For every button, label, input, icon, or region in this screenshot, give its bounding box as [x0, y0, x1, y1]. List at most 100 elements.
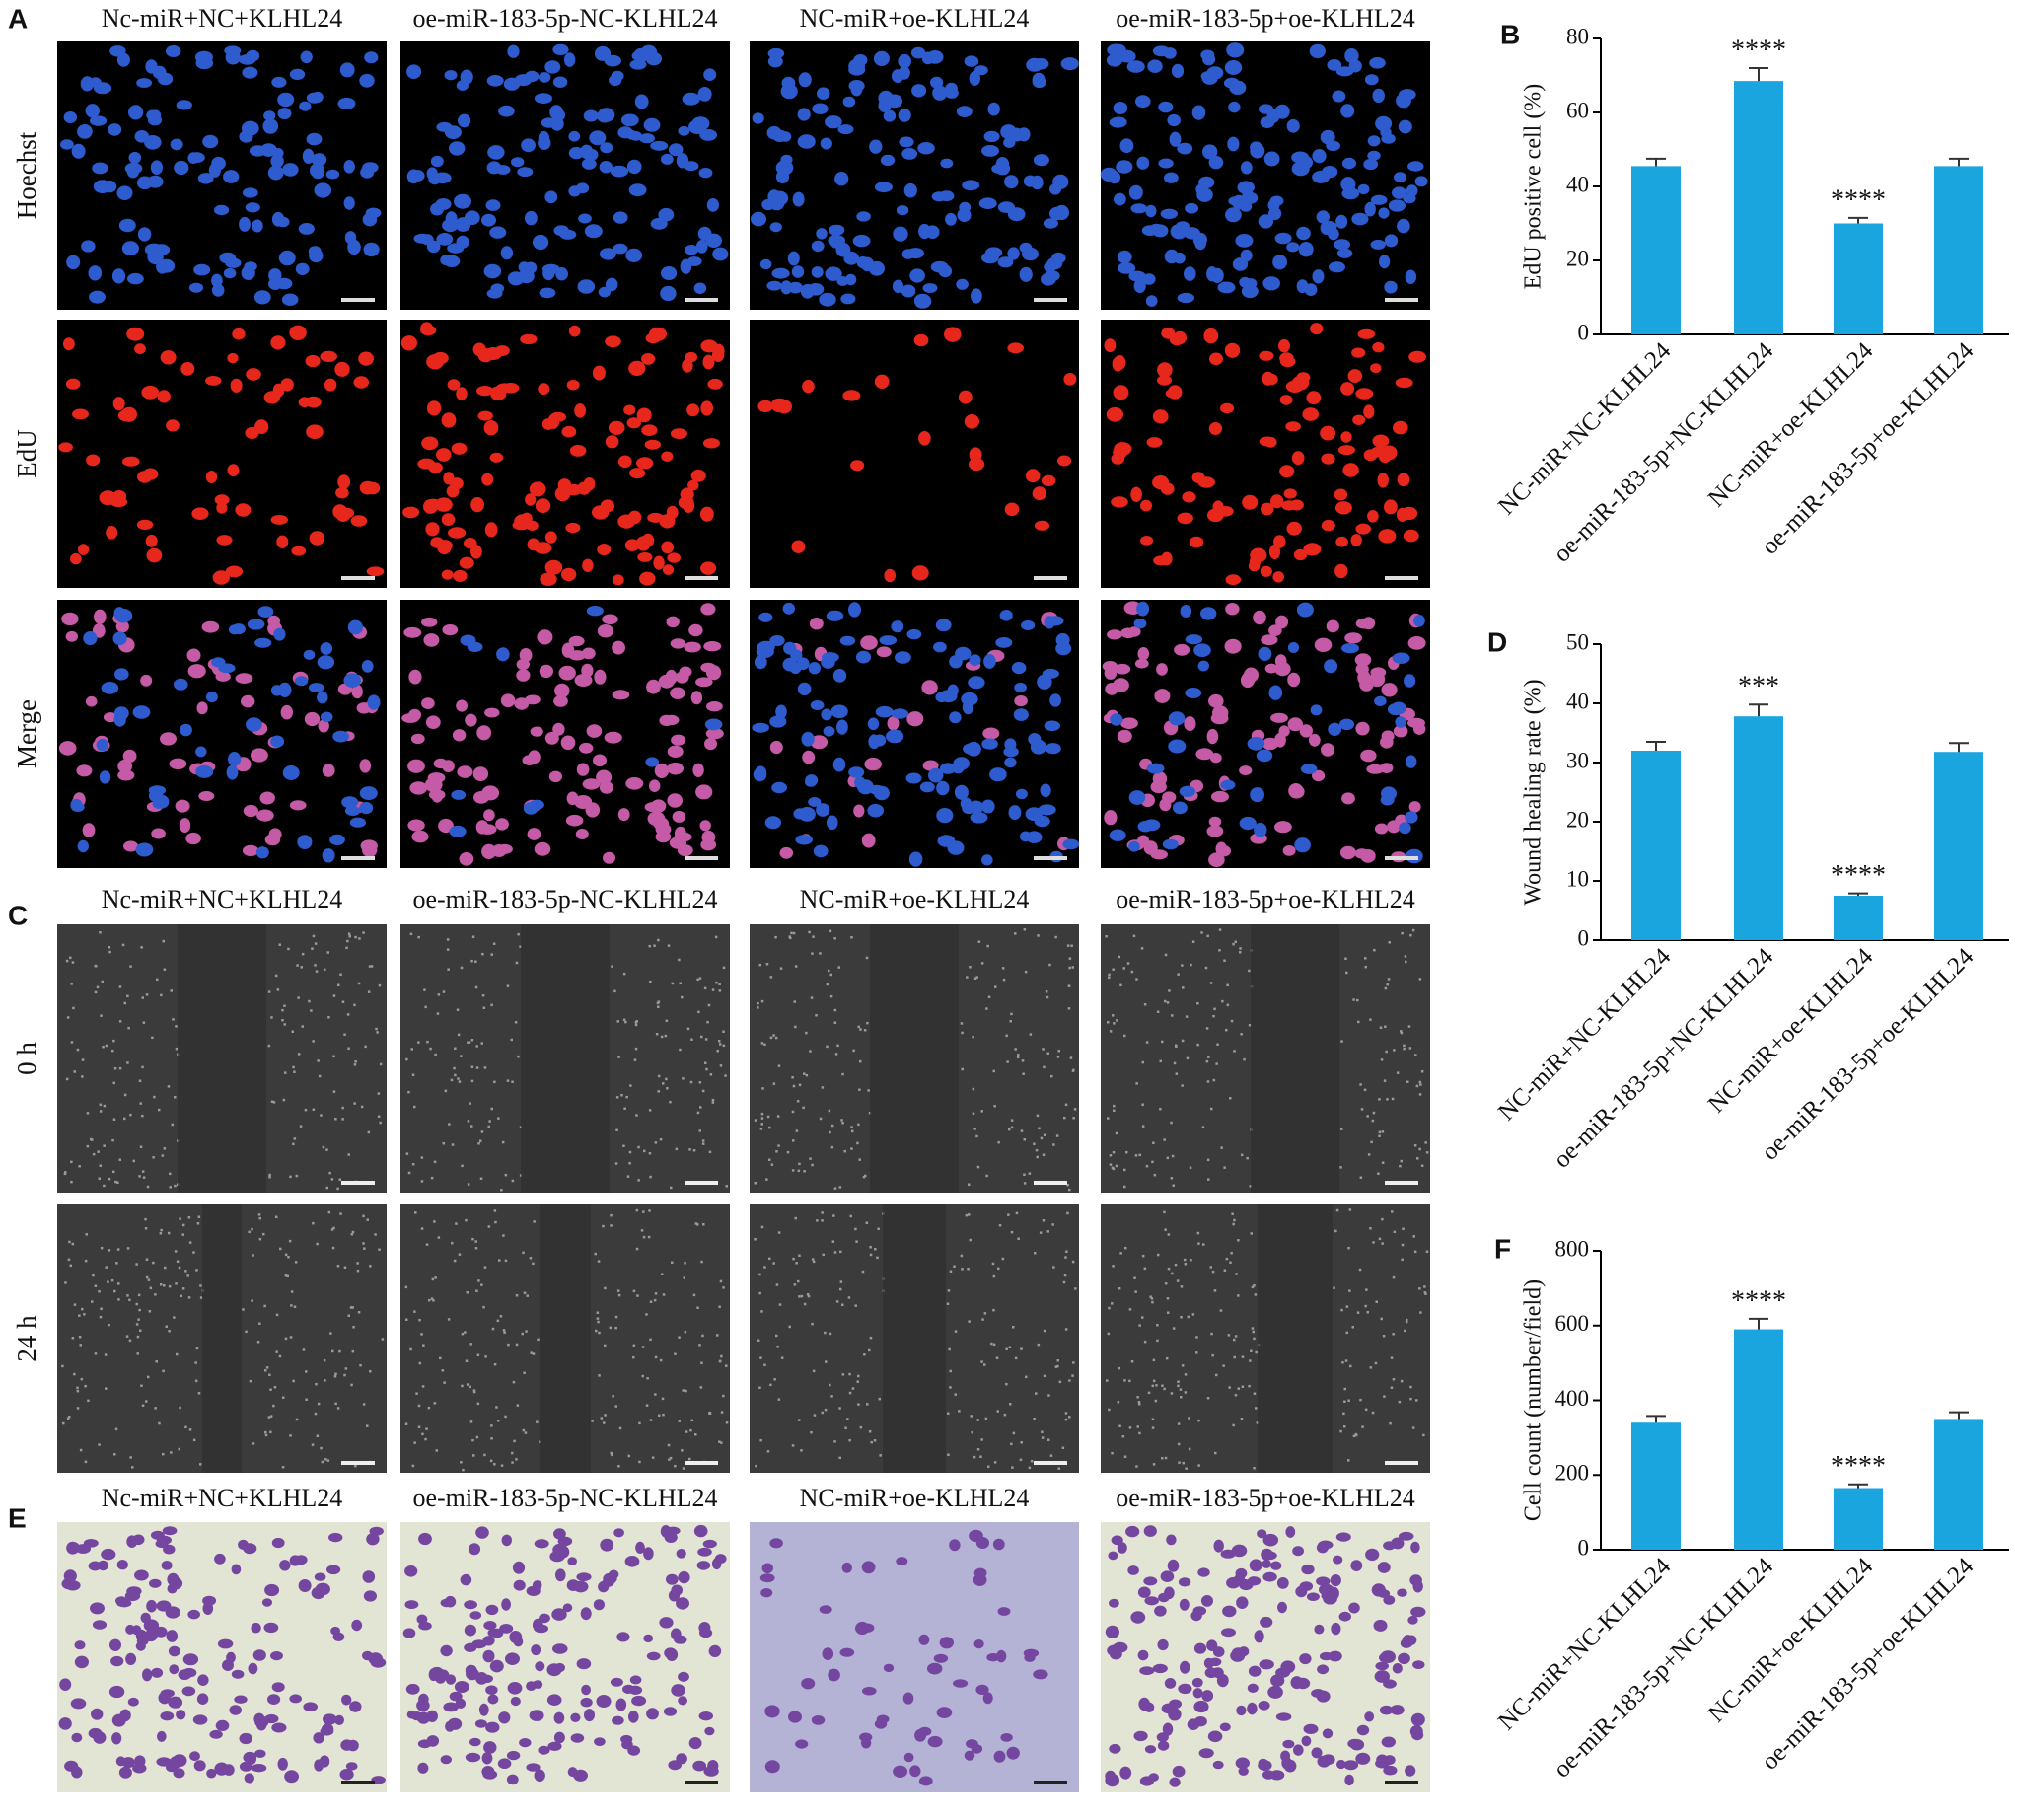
speckle	[720, 1354, 723, 1358]
cell	[1020, 831, 1032, 842]
speckle	[1343, 1425, 1346, 1428]
speckle	[661, 1273, 664, 1275]
cell	[1025, 469, 1041, 483]
error-bar	[1949, 1411, 1969, 1420]
speckle	[92, 1152, 96, 1156]
cell	[295, 262, 310, 275]
cell	[643, 117, 661, 132]
speckle	[641, 1346, 645, 1348]
cell	[676, 1597, 689, 1610]
speckle	[596, 1317, 600, 1320]
speckle	[425, 1427, 428, 1430]
speckle	[1003, 1413, 1007, 1417]
speckle	[196, 1222, 200, 1225]
cell	[696, 1561, 711, 1570]
cell	[1202, 144, 1218, 160]
speckle	[1177, 1384, 1180, 1388]
cell	[756, 645, 774, 658]
cell	[1240, 161, 1253, 175]
cell	[973, 1573, 987, 1586]
speckle	[798, 1295, 801, 1298]
speckle	[1352, 1434, 1356, 1438]
cell	[481, 473, 494, 486]
speckle	[1414, 1054, 1417, 1056]
speckle	[660, 1035, 664, 1039]
speckle	[70, 983, 73, 985]
speckle	[839, 1250, 842, 1254]
speckle	[642, 1210, 645, 1213]
cell	[964, 414, 980, 429]
speckle	[199, 1463, 202, 1466]
cell	[886, 94, 903, 109]
speckle	[1378, 1130, 1382, 1134]
cell	[167, 1583, 178, 1594]
speckle	[683, 1276, 685, 1279]
speckle	[304, 1108, 308, 1112]
column-header: NC-miR+oe-KLHL24	[800, 4, 1030, 33]
cell	[349, 1701, 362, 1712]
cell	[244, 1773, 254, 1784]
cell	[1247, 1702, 1258, 1715]
speckle	[126, 994, 129, 998]
cell	[440, 1755, 452, 1765]
cell	[662, 564, 675, 575]
cell	[764, 1705, 780, 1718]
y-tick-label: 80	[1566, 24, 1589, 48]
cell	[671, 1628, 682, 1640]
cell	[137, 471, 153, 483]
cell	[805, 776, 818, 787]
speckle	[698, 1081, 702, 1084]
cell	[761, 1563, 773, 1574]
cell	[688, 1737, 702, 1750]
speckle	[317, 1402, 321, 1406]
cell	[447, 1717, 463, 1730]
cell	[359, 759, 372, 773]
cell	[459, 852, 474, 866]
bar	[1934, 752, 1983, 940]
speckle	[284, 1253, 288, 1257]
speckle	[293, 1070, 296, 1073]
cell	[1143, 1576, 1158, 1586]
speckle	[1113, 1109, 1116, 1112]
speckle	[627, 1454, 630, 1458]
speckle	[635, 1247, 639, 1251]
speckle	[1393, 1049, 1396, 1052]
speckle	[614, 1326, 617, 1330]
speckle	[653, 944, 656, 947]
cell	[1355, 1752, 1371, 1765]
cell	[644, 439, 661, 450]
speckle	[151, 1036, 154, 1040]
speckle	[1369, 1018, 1372, 1021]
cell	[267, 1694, 281, 1705]
cell	[918, 431, 931, 446]
speckle	[1234, 1394, 1238, 1397]
speckle	[1138, 1431, 1141, 1435]
speckle	[1107, 1021, 1110, 1024]
cell	[169, 1664, 180, 1675]
speckle	[638, 1460, 641, 1464]
speckle	[496, 1319, 500, 1323]
speckle	[70, 1180, 73, 1184]
cell	[613, 1528, 624, 1538]
cell	[340, 1739, 354, 1751]
speckle	[154, 1293, 157, 1296]
cell	[628, 183, 647, 197]
cell	[629, 131, 642, 141]
speckle	[80, 1377, 84, 1381]
speckle	[123, 1001, 126, 1005]
cell	[1342, 463, 1359, 477]
cell	[953, 757, 970, 770]
speckle	[169, 1186, 172, 1189]
speckle	[135, 1323, 139, 1326]
cell	[769, 740, 783, 755]
cell	[1351, 212, 1369, 226]
speckle	[1151, 1426, 1155, 1429]
speckle	[192, 1251, 195, 1254]
speckle	[146, 1185, 150, 1189]
speckle	[1400, 1030, 1403, 1033]
cell	[918, 1776, 933, 1786]
speckle	[718, 989, 722, 992]
cell	[555, 267, 568, 281]
speckle	[1196, 1043, 1199, 1047]
cell	[822, 1647, 834, 1660]
